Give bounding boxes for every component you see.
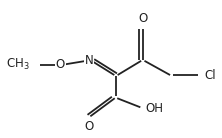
Text: N: N	[85, 54, 93, 67]
Text: O: O	[56, 58, 65, 71]
Text: Cl: Cl	[205, 69, 216, 82]
Text: O: O	[85, 120, 94, 133]
Text: O: O	[138, 12, 147, 25]
Text: CH$_3$: CH$_3$	[6, 57, 29, 72]
Text: OH: OH	[145, 102, 163, 115]
